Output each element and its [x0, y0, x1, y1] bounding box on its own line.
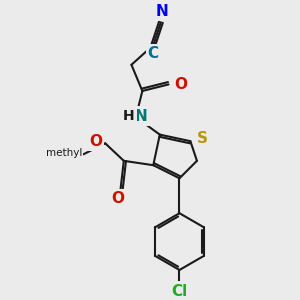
Text: O: O — [174, 77, 187, 92]
Text: methyl: methyl — [46, 148, 82, 158]
Text: O: O — [111, 191, 124, 206]
Text: C: C — [148, 46, 159, 61]
Text: O: O — [89, 134, 102, 149]
Text: S: S — [197, 131, 208, 146]
Text: H: H — [123, 109, 135, 123]
Text: Cl: Cl — [171, 284, 188, 299]
Text: N: N — [156, 4, 168, 19]
Text: N: N — [135, 109, 148, 124]
